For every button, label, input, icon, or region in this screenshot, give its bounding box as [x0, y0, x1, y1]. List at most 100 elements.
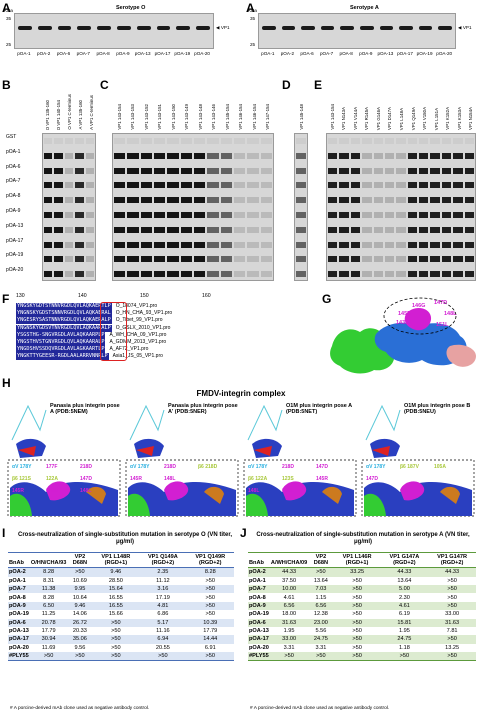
dot-signal: [396, 271, 406, 278]
column-label: VP1 D147A: [387, 107, 393, 130]
table-cell: 5.17: [157, 619, 169, 626]
panel-d-column-labels: VP1 145-148: [294, 82, 308, 130]
dot-signal: [350, 152, 361, 159]
table-cell: 11.69: [41, 644, 56, 651]
panel-i-title: Cross-neutralization of single-substitut…: [17, 532, 232, 545]
dot-signal: [220, 167, 232, 174]
table-cell: pOA-13: [249, 628, 269, 635]
dot-signal: [167, 182, 179, 189]
table-cell: 6.86: [157, 611, 169, 618]
table-cell: 24.75: [313, 636, 328, 643]
table-cell: 6.19: [398, 611, 410, 618]
dot-signal: [260, 167, 272, 174]
column-label: VP1 143-154: [329, 104, 335, 130]
dot-signal: [419, 138, 429, 144]
dot-signal: [464, 182, 474, 189]
table-cell: pOA-20: [249, 644, 269, 651]
dot-signal: [453, 167, 463, 174]
dot-signal: [44, 182, 53, 189]
dot-signal: [127, 197, 139, 204]
table-cell: pOA-9: [9, 602, 26, 609]
alignment-sequence: YNGDSHVSSDQVRGDLAVLAGKAARTLP: [16, 346, 106, 354]
dot-signal: [194, 182, 206, 189]
dot-signal: [296, 152, 306, 159]
dot-signal: [234, 197, 246, 204]
table-row: pOA-13 17.79 20.33 >50 11.16 17.79: [8, 627, 234, 635]
dot-signal: [441, 197, 452, 204]
column-label: O VP1 C-terminus: [67, 94, 72, 130]
structure-residue-label: 147D: [316, 464, 328, 470]
dot-signal: [127, 138, 139, 144]
dot-signal: [85, 226, 94, 233]
dot-signal: [430, 241, 440, 248]
dot-signal: [114, 152, 126, 159]
dot-signal: [407, 182, 418, 189]
dot-signal: [384, 256, 395, 263]
dot-signal: [220, 182, 232, 189]
table-row: pOA-2 44.33 >50 33.25 44.33 44.33: [248, 567, 476, 577]
dot-signal: [464, 256, 474, 263]
dot-signal: [247, 226, 259, 233]
dot-signal: [75, 241, 84, 248]
dot-signal: [54, 197, 63, 204]
alignment-row: YNGSKYGDTSTNNVRGDLQVLAQKAERTLP O_18074_VP…: [16, 303, 157, 310]
dot-signal: [419, 241, 429, 248]
table-cell: 24.75: [397, 636, 412, 643]
lane-label: pOA-7: [319, 51, 334, 56]
dot-signal: [339, 167, 349, 174]
panel-d-label: D: [282, 78, 291, 92]
table-cell: 7.81: [446, 628, 458, 635]
dot-signal: [167, 138, 179, 144]
panel-j-label: J: [240, 526, 247, 540]
dot-signal: [384, 167, 395, 174]
dot-signal: [234, 212, 246, 218]
table-cell: >50: [352, 611, 362, 618]
dot-signal: [220, 226, 232, 233]
structure-residue-label: 123S: [282, 476, 294, 482]
dot-signal: [453, 197, 463, 204]
table-cell: pOA-6: [9, 619, 26, 626]
panel-i-label: I: [2, 526, 6, 540]
dot-signal: [384, 138, 395, 144]
alignment-name: O_18074_VP1.pro: [115, 303, 158, 309]
panel-e-column-labels: VP1 143-154 VP1 N143A VP1 V144A VP1 R145A VP…: [326, 82, 476, 130]
dot-signal: [154, 167, 166, 174]
dot-signal: [64, 152, 74, 159]
dot-signal: [453, 226, 463, 233]
table-cell: >50: [352, 628, 362, 635]
dot-signal: [362, 138, 372, 144]
vp1-band: [418, 26, 433, 30]
row-label: pOA-9: [6, 208, 21, 214]
table-cell: >50: [284, 653, 294, 660]
dot-signal: [430, 256, 440, 263]
dot-signal: [464, 241, 474, 248]
lane-label: pOA-20: [194, 51, 210, 56]
dot-signal: [328, 226, 338, 233]
dot-signal: [296, 197, 306, 204]
dot-signal: [140, 212, 152, 218]
dot-signal: [384, 241, 395, 248]
dot-signal: [464, 138, 474, 144]
table-row: pOA-17 33.00 24.75 >50 24.75 >50: [248, 635, 476, 644]
dot-signal: [419, 167, 429, 174]
dot-signal: [350, 197, 361, 204]
table-cell: 11.12: [156, 577, 170, 584]
vp1-band: [136, 26, 151, 30]
dot-signal: [85, 152, 94, 159]
dot-signal: [234, 152, 246, 159]
row-label: pOA-8: [6, 193, 21, 200]
structure-residue-label: β6 121S: [12, 476, 31, 482]
alignment-sequence: YNGSKYGDTSTNNVRGDLQVLAQKAERTLP: [16, 303, 112, 310]
structure-residue-label: αV 178Y: [12, 464, 32, 470]
dot-signal: [328, 167, 338, 174]
panel-c-blot: [112, 133, 274, 281]
dot-signal: [207, 138, 219, 144]
table-cell: >50: [205, 653, 216, 660]
dot-signal: [180, 212, 192, 218]
panel-a-left-arrow: ◀ VP1: [216, 25, 230, 30]
panel-f-rgd-box: [100, 302, 127, 361]
column-label: VP1 K153A: [456, 107, 462, 130]
lane-label: pOA-13: [134, 51, 151, 56]
table-cell: >50: [43, 653, 54, 660]
column-label: VP1 N154A: [468, 107, 474, 130]
